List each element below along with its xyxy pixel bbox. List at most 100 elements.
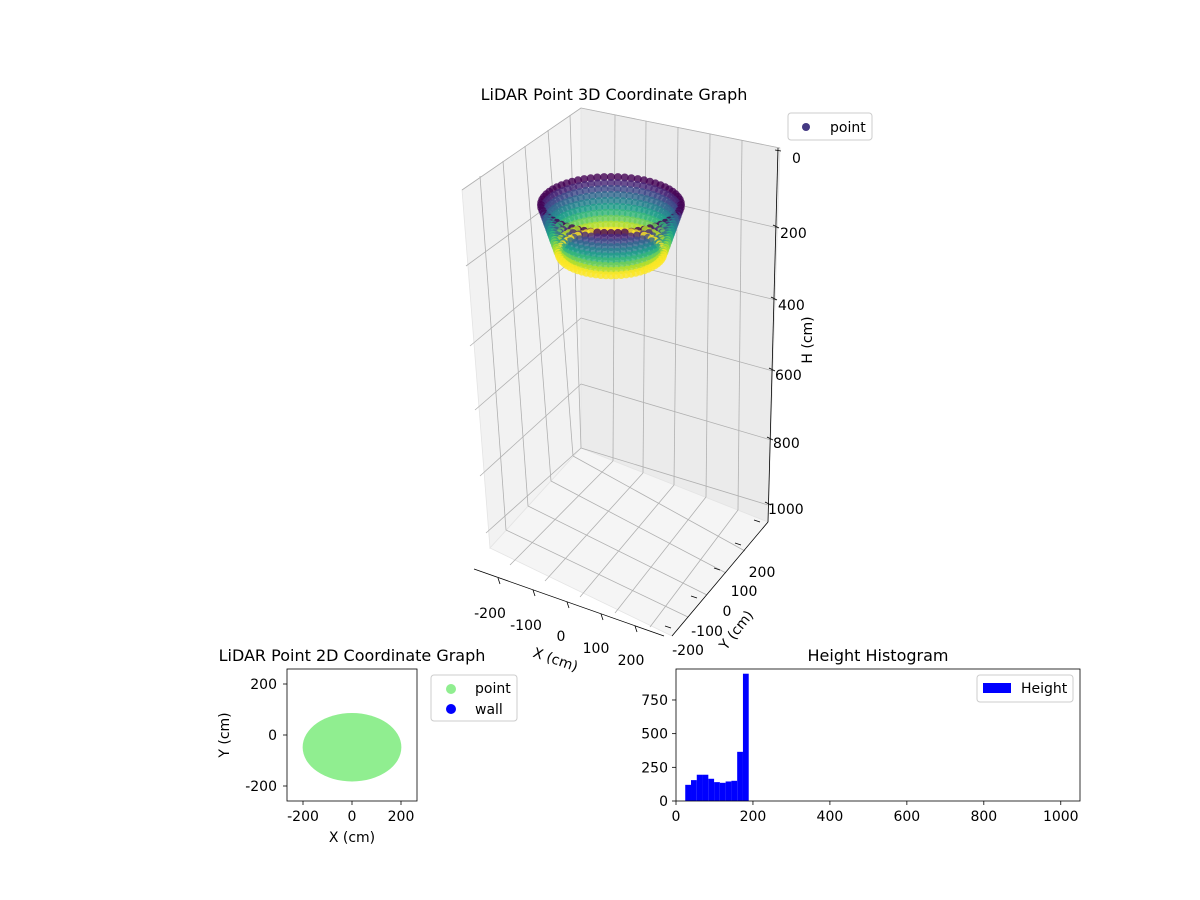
- legend-2d-label-point: point: [475, 681, 511, 697]
- point-3d: [626, 180, 635, 189]
- histogram-x-tick-label: 600: [893, 809, 920, 825]
- legend-2d-label-wall: wall: [475, 702, 503, 718]
- point-3d: [594, 197, 603, 206]
- histogram-y-ticks: 0 250 500 750: [641, 693, 676, 810]
- y-tick-3d: 0: [723, 604, 732, 620]
- histogram-y-tick-label: 500: [641, 727, 668, 743]
- legend-2d-marker-wall: [446, 704, 456, 714]
- histogram-x-tick-label: 800: [970, 809, 997, 825]
- legend-histogram-frame: [976, 674, 1074, 703]
- point-3d: [613, 196, 622, 205]
- x-ticks-2d: [302, 801, 402, 805]
- plot-frame-histogram: [675, 668, 1081, 802]
- point-3d: [593, 173, 602, 182]
- point-3d: [600, 185, 609, 193]
- x-tick-3d: 0: [557, 629, 566, 645]
- legend-histogram: Height: [976, 674, 1074, 703]
- point-3d: [613, 185, 622, 193]
- chart-3d: LiDAR Point 3D Coordinate Graph: [461, 85, 873, 675]
- x-tick-3d: 200: [618, 653, 645, 669]
- point-3d: [600, 191, 609, 199]
- point-3d: [613, 191, 622, 199]
- series-point-region-2d: [302, 713, 402, 782]
- legend-3d-frame: [787, 112, 873, 141]
- point-3d: [587, 180, 596, 189]
- y-tick-3d: -100: [691, 624, 723, 640]
- y-tick-2d: 200: [250, 677, 277, 693]
- legend-2d: point wall: [430, 674, 518, 722]
- point-3d: [619, 197, 628, 206]
- histogram-bar: [708, 778, 715, 801]
- legend-2d-marker-point: [446, 684, 456, 694]
- histogram-x-ticks: 0 200 400 600 800 1000: [672, 801, 1079, 825]
- y-axis-label-2d: Y (cm): [217, 712, 233, 758]
- legend-histogram-swatch: [983, 683, 1011, 693]
- point-3d: [619, 191, 628, 200]
- histogram-bar: [725, 781, 732, 801]
- y-tick-3d: -200: [672, 643, 704, 659]
- point-3d: [600, 179, 609, 188]
- point-3d: [593, 179, 602, 188]
- z-tick-3d: 800: [773, 436, 800, 452]
- point-3d: [601, 202, 610, 211]
- histogram-bar: [696, 774, 703, 801]
- histogram-y-tick-label: 750: [641, 693, 668, 709]
- histogram-bar: [731, 780, 738, 801]
- point-3d: [626, 186, 635, 195]
- point-3d: [580, 175, 589, 184]
- histogram-bar: [719, 782, 726, 801]
- histogram-x-tick-label: 200: [740, 809, 767, 825]
- histogram-bar: [691, 780, 697, 801]
- point-3d: [619, 185, 628, 194]
- histogram-x-tick-label: 400: [817, 809, 844, 825]
- point-3d: [607, 202, 615, 211]
- histogram-bar: [685, 784, 692, 801]
- point-3d: [600, 173, 609, 182]
- point-3d: [587, 186, 596, 195]
- z-tick-3d: 0: [792, 151, 801, 167]
- point-3d: [600, 196, 609, 205]
- histogram-bar: [737, 751, 743, 801]
- y-ticks-3d: [664, 519, 761, 629]
- x-axis-label-2d: X (cm): [329, 830, 375, 846]
- point-3d: [612, 202, 621, 211]
- chart-histogram: Height Histogram 0 200 400 600 800 1000 0 250 5…: [641, 646, 1081, 825]
- point-3d: [607, 184, 615, 193]
- legend-histogram-label: Height: [1021, 681, 1068, 697]
- point-3d: [594, 191, 603, 200]
- legend-3d-label-point: point: [830, 120, 866, 136]
- z-tick-3d: 600: [775, 368, 802, 384]
- x-ticks-3d: [497, 577, 638, 633]
- histogram-bar: [742, 673, 749, 801]
- x-tick-2d: 200: [388, 809, 415, 825]
- histogram-x-tick-label: 1000: [1043, 809, 1079, 825]
- y-tick-3d: 200: [749, 565, 776, 581]
- x-tick-3d: -100: [510, 618, 542, 634]
- point-3d: [613, 179, 622, 188]
- point-3d: [601, 208, 610, 217]
- z-tick-3d: 200: [780, 226, 807, 242]
- histogram-y-tick-label: 0: [659, 794, 668, 810]
- point-3d: [627, 174, 636, 183]
- point-cloud-3d: [537, 173, 685, 280]
- point-3d: [620, 173, 629, 182]
- histogram-bar: [714, 782, 720, 801]
- y-ticks-2d: [283, 683, 287, 787]
- z-tick-3d: 400: [778, 298, 805, 314]
- x-tick-2d: -200: [287, 809, 319, 825]
- z-tick-3d: 1000: [768, 502, 804, 518]
- histogram-x-tick-label: 0: [672, 809, 681, 825]
- y-tick-3d: 100: [731, 584, 758, 600]
- point-3d: [607, 196, 615, 205]
- x-tick-3d: 100: [583, 641, 610, 657]
- point-3d: [586, 174, 595, 183]
- legend-3d: point: [787, 112, 873, 141]
- axes-3d: [473, 147, 779, 637]
- chart-2d: LiDAR Point 2D Coordinate Graph -200 0 2…: [217, 646, 518, 846]
- legend-3d-marker-point: [802, 123, 810, 131]
- chart-2d-title: LiDAR Point 2D Coordinate Graph: [219, 646, 486, 665]
- point-3d: [612, 208, 621, 217]
- z-axis-label-3d: H (cm): [800, 316, 816, 363]
- point-3d: [607, 179, 615, 187]
